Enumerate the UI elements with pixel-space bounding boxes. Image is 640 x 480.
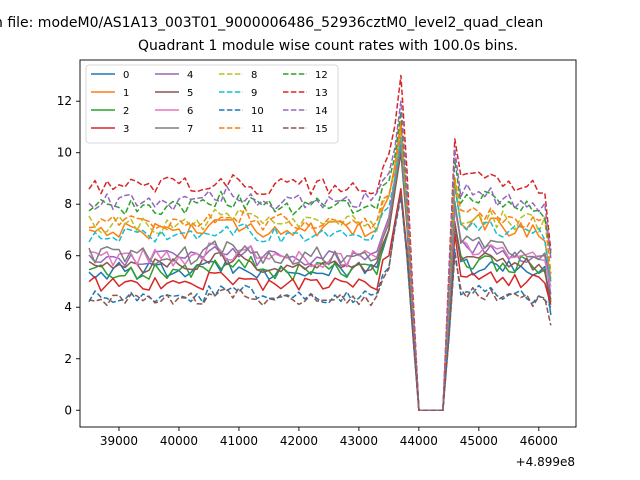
y-tick-label: 6: [64, 249, 72, 263]
legend-label-8: 8: [251, 70, 257, 81]
series-line-7: [88, 144, 552, 412]
legend-label-1: 1: [123, 88, 129, 99]
series-line-10: [88, 195, 552, 412]
x-tick-label: 45000: [460, 434, 498, 448]
x-tick-label: 39000: [100, 434, 138, 448]
series-line-13: [88, 74, 552, 412]
y-tick-label: 0: [64, 403, 72, 417]
legend-label-7: 7: [187, 124, 193, 135]
legend-label-2: 2: [123, 106, 129, 117]
series-line-6: [88, 141, 552, 412]
legend-label-13: 13: [315, 88, 328, 99]
y-tick-label: 4: [64, 300, 72, 314]
legend-box: [85, 64, 339, 144]
series-line-14: [88, 100, 552, 412]
legend-label-11: 11: [251, 124, 264, 135]
legend-label-9: 9: [251, 88, 257, 99]
y-tick-label: 8: [64, 197, 72, 211]
x-tick-label: 44000: [400, 434, 438, 448]
series-line-12: [88, 110, 552, 412]
y-tick-label: 10: [57, 146, 72, 160]
series-line-4: [88, 136, 552, 412]
legend-label-12: 12: [315, 70, 328, 81]
legend-label-14: 14: [315, 106, 328, 117]
figure-suptitle: n file: modeM0/AS1A13_003T01_9000006486_…: [0, 15, 543, 31]
x-offset-text: +4.899e8: [516, 455, 575, 469]
legend-label-5: 5: [187, 88, 193, 99]
series-line-15: [88, 193, 552, 412]
legend-label-3: 3: [123, 124, 129, 135]
series-line-2: [88, 149, 552, 412]
legend-label-4: 4: [187, 70, 193, 81]
series-line-8: [88, 126, 552, 412]
axes-frame: [79, 59, 577, 428]
x-tick-label: 46000: [520, 434, 558, 448]
series-line-9: [88, 136, 552, 412]
legend-label-10: 10: [251, 106, 264, 117]
series-line-11: [88, 126, 552, 412]
legend-label-15: 15: [315, 124, 328, 135]
axes-title: Quadrant 1 module wise count rates with …: [138, 38, 518, 54]
series-line-3: [88, 188, 552, 412]
y-tick-label: 2: [64, 352, 72, 366]
x-tick-label: 40000: [160, 434, 198, 448]
x-tick-label: 41000: [220, 434, 258, 448]
legend-label-0: 0: [123, 70, 129, 81]
plot-area: 39000 40000 41000 42000 43000 44000 45000 46000…: [57, 59, 577, 448]
legend-label-6: 6: [187, 106, 193, 117]
x-tick-label: 43000: [340, 434, 378, 448]
x-tick-label: 42000: [280, 434, 318, 448]
y-tick-label: 12: [57, 94, 72, 108]
